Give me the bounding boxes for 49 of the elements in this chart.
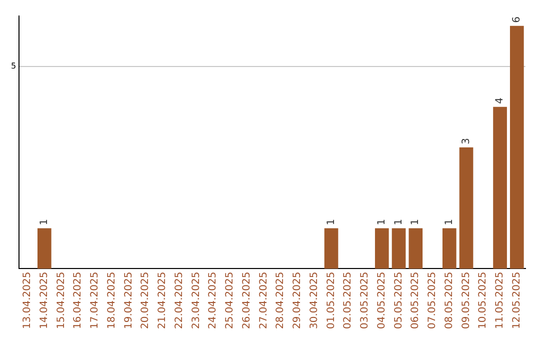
bar [392,228,406,269]
data-label: 4 [494,97,506,104]
x-tick-label: 23.04.2025 [190,272,202,330]
x-tick-label: 21.04.2025 [157,272,168,330]
x-tick-label: 27.04.2025 [258,272,270,330]
x-tick-label: 25.04.2025 [224,272,236,330]
x-tick-label: 28.04.2025 [275,272,286,330]
x-tick-label: 11.05.2025 [494,272,506,330]
x-tick-label: 29.04.2025 [292,272,304,330]
data-label: 3 [460,138,472,144]
x-tick-label: 08.05.2025 [444,272,455,330]
x-tick-label: 06.05.2025 [410,272,422,330]
x-tick-label: 20.04.2025 [140,272,152,330]
x-tick-label: 30.04.2025 [308,272,320,330]
x-tick-label: 03.05.2025 [360,272,371,330]
x-tick-label: 13.04.2025 [22,272,34,330]
x-tick-label: 04.05.2025 [376,272,388,330]
y-tick-label: 5 [10,61,16,70]
x-tick-label: 22.04.2025 [174,272,185,330]
x-tick-label: 12.05.2025 [511,272,522,330]
x-tick-label: 26.04.2025 [241,272,252,330]
bar [493,106,507,269]
data-label: 6 [511,16,522,23]
data-label: 1 [444,218,455,226]
x-tick-label: 01.05.2025 [326,272,337,330]
x-tick-label: 09.05.2025 [460,272,472,330]
bar [408,228,423,269]
data-label: 1 [38,218,50,226]
x-tick-label: 07.05.2025 [427,272,438,330]
bar [510,26,524,269]
bar [37,228,52,269]
bar [324,228,338,269]
x-tick-label: 15.04.2025 [56,272,67,330]
bar [374,228,389,269]
x-tick-label: 17.04.2025 [90,272,101,330]
data-label: 1 [410,218,422,226]
x-tick-label: 16.04.2025 [72,272,84,330]
x-tick-label: 05.05.2025 [393,272,404,330]
x-tick-label: 14.04.2025 [38,272,50,330]
x-tick-label: 24.04.2025 [208,272,219,330]
bar [442,228,456,269]
x-tick-label: 18.04.2025 [106,272,118,330]
data-label: 1 [376,218,388,226]
data-label: 1 [393,218,404,226]
bar [459,147,474,269]
x-tick-label: 02.05.2025 [342,272,354,330]
data-label: 1 [326,218,337,226]
x-tick-label: 10.05.2025 [478,272,489,330]
x-tick-label: 19.04.2025 [123,272,134,330]
